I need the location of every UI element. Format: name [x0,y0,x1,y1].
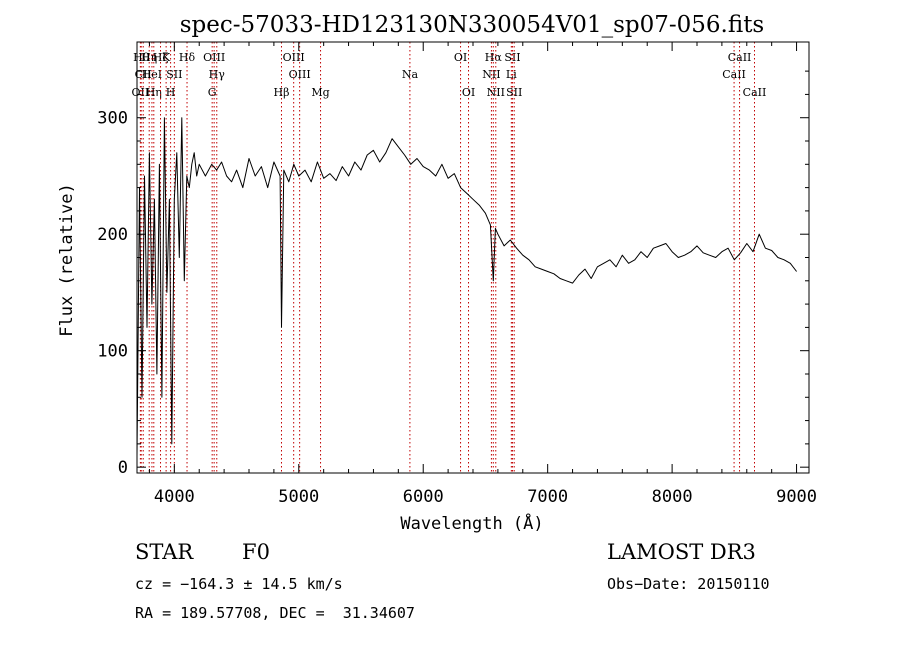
spectral-line-label: CaII [743,86,767,99]
chart-title: spec-57033-HD123130N330054V01_sp07-056.f… [180,12,765,38]
spectral-line-label: Hβ [274,86,290,99]
spectral-lines: OIIHθCIIHηHeIHηHζKHSIIHδGOIIIHγHβOIIIOII… [132,42,767,473]
x-tick-label: 5000 [278,487,319,507]
spectral-line-label: NII [482,68,500,81]
spectral-line-label: OII [132,86,150,99]
spectral-line-label: Na [402,68,419,81]
plot-frame [136,41,810,474]
spectrum-series [136,117,797,456]
x-tick-label: 7000 [527,487,568,507]
spectral-line-label: OIII [289,68,311,81]
y-tick-label: 200 [97,225,128,245]
spectral-line-label: H [166,86,176,99]
x-tick-label: 6000 [403,487,444,507]
object-subclass: F0 [242,540,270,564]
y-tick-label: 300 [97,109,128,129]
spectrum-chart: spec-57033-HD123130N330054V01_sp07-056.f… [57,12,817,534]
spectral-line-label: SII [504,51,520,64]
spectral-line-label: Hη [141,51,157,64]
spectral-line-label: OI [462,86,475,99]
spectral-line-label: Hδ [179,51,196,64]
coordinates: RA = 189.57708, DEC = 31.34607 [135,604,415,622]
observation-date: Obs−Date: 20150110 [607,575,770,593]
spectral-line-label: OIII [203,51,225,64]
spectral-line-label: Hα [485,51,503,64]
spectral-line-label: Li [506,68,517,81]
x-tick-label: 8000 [652,487,693,507]
spectral-line-label: Hη [146,86,162,99]
y-axis: 0 100 200 300 [97,70,809,478]
spectral-line-label: OI [454,51,467,64]
spectral-line-label: K [162,51,171,64]
y-tick-label: 100 [97,342,128,362]
redshift-velocity: cz = −164.3 ± 14.5 km/s [135,575,343,593]
spectral-line-label: G [208,86,217,99]
spectral-line-label: NII [487,86,505,99]
spectral-line-label: CaII [722,68,746,81]
spectral-line-label: HeI [142,68,162,81]
object-class: STAR [135,540,194,564]
survey-name: LAMOST DR3 [607,540,756,564]
spectral-line-label: SII [166,68,182,81]
spectral-line-label: SII [506,86,522,99]
spectral-line-label: OIII [283,51,305,64]
y-axis-label: Flux (relative) [57,183,77,337]
spectral-line-label: Mg [311,86,329,99]
spectral-line-label: Hγ [209,68,226,81]
x-axis: 4000 5000 6000 7000 8000 9000 [148,42,817,507]
spectral-line-label: CaII [728,51,752,64]
x-tick-label: 4000 [154,487,195,507]
spectral-line-label: Hζ [153,51,169,64]
x-axis-label: Wavelength (Å) [400,512,543,534]
spectrum-line [136,117,797,456]
y-tick-label: 0 [118,458,128,478]
x-tick-label: 9000 [776,487,817,507]
